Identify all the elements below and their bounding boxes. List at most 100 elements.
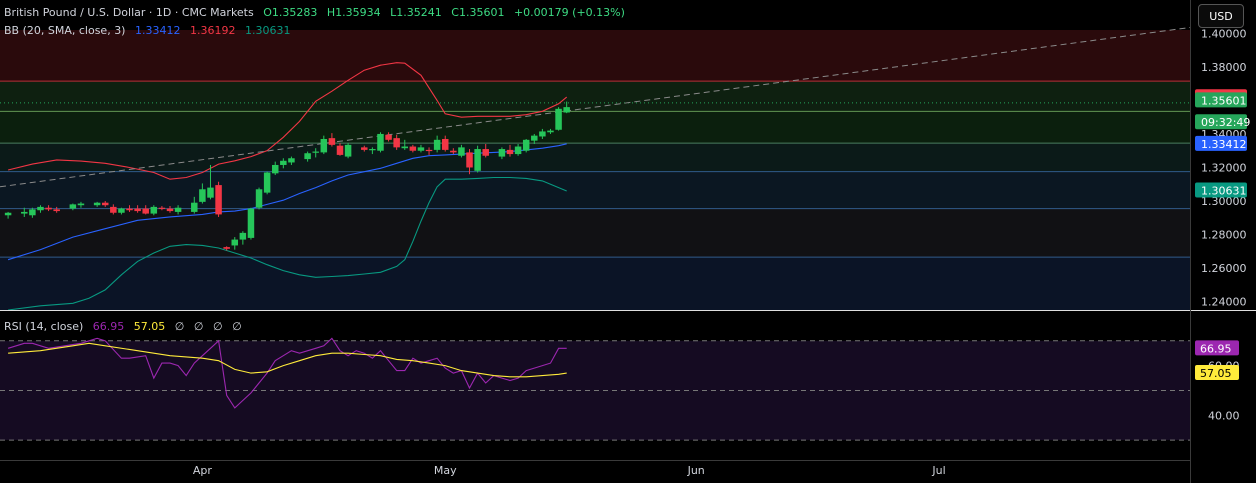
candle-body-21 bbox=[207, 187, 214, 198]
candle-body-32 bbox=[304, 153, 311, 160]
time-axis[interactable]: Apr May Jun Jul bbox=[0, 460, 1190, 478]
time-label-jul: Jul bbox=[931, 464, 945, 477]
rsi-extra-2: ∅ bbox=[193, 320, 204, 333]
candle-body-5 bbox=[53, 209, 60, 212]
candle-body-9 bbox=[101, 202, 109, 206]
candle-body-2 bbox=[29, 209, 36, 216]
price-zone-4 bbox=[0, 171, 1190, 209]
candle-body-61 bbox=[555, 108, 562, 130]
price-badge-label-4: 1.30631 bbox=[1201, 184, 1247, 197]
candle-body-20 bbox=[199, 189, 206, 202]
price-tick-label: 1.38000 bbox=[1201, 61, 1247, 74]
candle-body-40 bbox=[377, 133, 384, 151]
bollinger-bands bbox=[7, 62, 568, 311]
time-label-apr: Apr bbox=[193, 464, 213, 477]
candle-body-60 bbox=[547, 130, 554, 133]
price-tick-label: 1.40000 bbox=[1201, 27, 1247, 40]
candle-body-57 bbox=[522, 139, 530, 151]
bb-label: BB (20, SMA, close, 3) bbox=[4, 24, 126, 37]
ohlc-open: O1.35283 bbox=[263, 6, 318, 19]
price-tick-label: 1.24000 bbox=[1201, 296, 1247, 309]
price-zone-2 bbox=[0, 111, 1190, 144]
candle-body-36 bbox=[336, 145, 344, 155]
bb-basis-line bbox=[7, 143, 567, 261]
rsi-ma-value: 57.05 bbox=[133, 320, 166, 333]
candle-body-62 bbox=[563, 107, 570, 113]
candle-body-26 bbox=[247, 208, 255, 238]
candle-body-54 bbox=[498, 149, 506, 157]
rsi-label: RSI (14, close) bbox=[4, 320, 84, 333]
candle-body-6 bbox=[69, 204, 77, 209]
rsi-badge-0 bbox=[1195, 340, 1239, 356]
bb-legend: BB (20, SMA, close, 3) 1.33412 1.36192 1… bbox=[4, 24, 296, 37]
candle-body-24 bbox=[231, 239, 239, 246]
price-badge-4 bbox=[1195, 182, 1247, 198]
candle-body-13 bbox=[134, 208, 141, 212]
candle-body-12 bbox=[126, 208, 133, 211]
candle-body-29 bbox=[271, 164, 279, 174]
candle-body-46 bbox=[425, 149, 433, 152]
price-badge-3 bbox=[1195, 135, 1247, 151]
bb-lower-line bbox=[8, 176, 567, 311]
candle-body-17 bbox=[166, 208, 174, 212]
rsi-badge-1 bbox=[1195, 364, 1239, 380]
candle-body-27 bbox=[255, 189, 263, 208]
price-badge-2 bbox=[1195, 114, 1247, 130]
time-label-may: May bbox=[434, 464, 457, 477]
candle-body-4 bbox=[45, 207, 52, 210]
rsi-extra-4: ∅ bbox=[232, 320, 242, 333]
price-badge-label-1: 1.35601 bbox=[1201, 94, 1247, 107]
rsi-badge-label-1: 57.05 bbox=[1200, 367, 1232, 380]
candle-body-41 bbox=[385, 134, 392, 140]
price-tick-label: 1.26000 bbox=[1201, 262, 1247, 275]
candle-body-35 bbox=[328, 138, 336, 145]
candle-body-50 bbox=[458, 147, 465, 156]
candle-body-31 bbox=[288, 158, 295, 163]
trend-line bbox=[0, 26, 1191, 188]
ohlc-high: H1.35934 bbox=[326, 6, 381, 19]
price-axis[interactable]: 1.400001.380001.360001.340001.320001.300… bbox=[1190, 0, 1251, 483]
candle-body-49 bbox=[450, 150, 457, 153]
currency-button[interactable]: USD bbox=[1198, 4, 1244, 28]
price-zone-6 bbox=[0, 257, 1190, 310]
price-tick-label: 1.32000 bbox=[1201, 161, 1247, 174]
candle-body-33 bbox=[312, 151, 319, 153]
rsi-value: 66.95 bbox=[92, 320, 125, 333]
rsi-badge-label-0: 66.95 bbox=[1200, 342, 1232, 355]
rsi-extra-3: ∅ bbox=[212, 320, 223, 333]
candle-body-19 bbox=[191, 202, 198, 212]
candle-body-59 bbox=[539, 131, 546, 137]
candle-body-23 bbox=[223, 247, 230, 249]
rsi-ma-line bbox=[8, 342, 567, 378]
candle-body-0 bbox=[4, 212, 12, 216]
ohlc-close: C1.35601 bbox=[451, 6, 505, 19]
time-label-jun: Jun bbox=[687, 464, 705, 477]
ohlc-low: L1.35241 bbox=[390, 6, 442, 19]
candle-body-34 bbox=[320, 138, 328, 153]
candle-body-38 bbox=[361, 147, 368, 150]
candle-body-7 bbox=[77, 203, 85, 206]
candle-body-43 bbox=[401, 146, 409, 149]
bb-basis-value: 1.33412 bbox=[134, 24, 181, 37]
candle-body-28 bbox=[263, 172, 271, 193]
candles[interactable] bbox=[4, 101, 570, 251]
candle-body-58 bbox=[531, 135, 538, 141]
candle-body-45 bbox=[417, 147, 425, 151]
candle-body-48 bbox=[441, 138, 449, 150]
rsi-tick-label: 40.00 bbox=[1208, 409, 1240, 422]
candle-body-44 bbox=[409, 146, 417, 151]
candle-body-11 bbox=[118, 208, 125, 213]
dashed-trendline bbox=[0, 26, 1191, 188]
candle-body-3 bbox=[37, 206, 44, 211]
candle-body-39 bbox=[369, 149, 376, 151]
price-badge-label-3: 1.33412 bbox=[1201, 138, 1247, 151]
price-tick-label: 1.28000 bbox=[1201, 229, 1247, 242]
candle-body-16 bbox=[158, 207, 166, 209]
candle-body-15 bbox=[150, 206, 158, 214]
candle-body-18 bbox=[174, 207, 182, 212]
price-zone-1 bbox=[0, 81, 1190, 112]
symbol-title: British Pound / U.S. Dollar · 1D · CMC M… bbox=[4, 6, 254, 19]
candle-body-30 bbox=[280, 160, 287, 165]
candle-body-14 bbox=[142, 208, 149, 214]
